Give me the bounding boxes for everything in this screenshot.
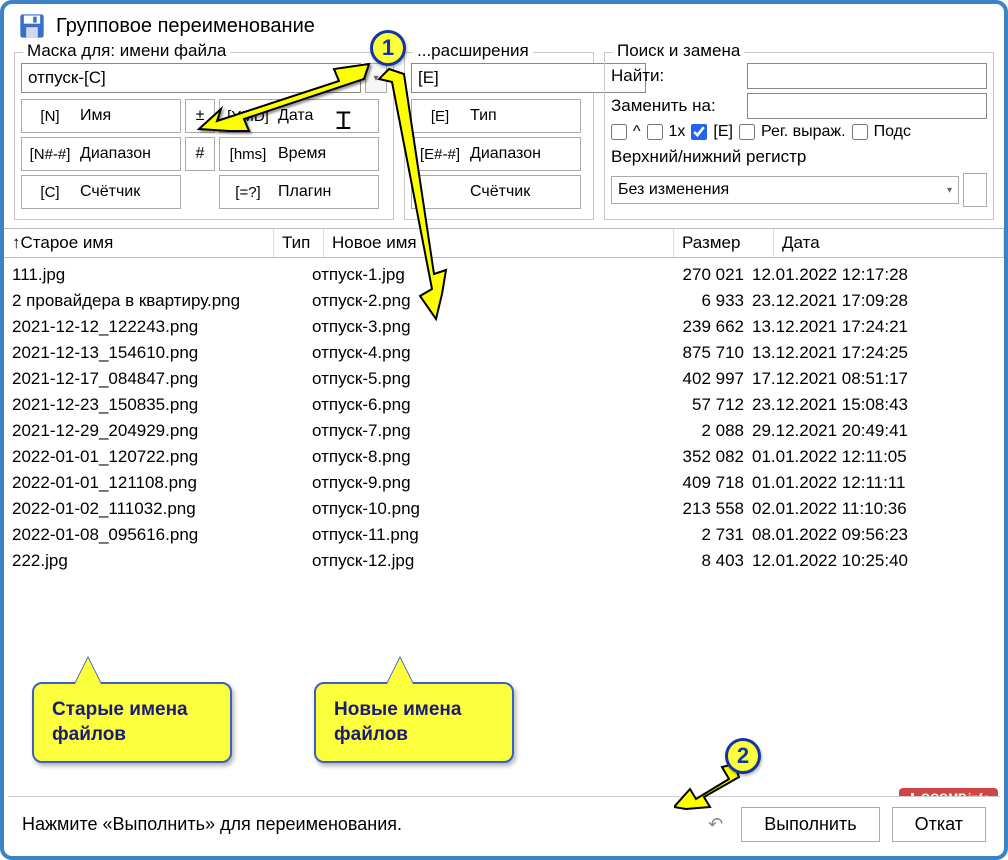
search-legend: Поиск и замена	[613, 41, 744, 61]
table-row[interactable]: 2021-12-13_154610.pngотпуск-4.png875 710…	[4, 340, 1004, 366]
table-row[interactable]: 222.jpgотпуск-12.jpg8 40312.01.2022 10:2…	[4, 548, 1004, 574]
col-type[interactable]: Тип	[274, 229, 324, 257]
chk-regex[interactable]	[739, 124, 755, 140]
file-table-header: ↑Старое имя Тип Новое имя Размер Дата	[4, 228, 1004, 258]
table-row[interactable]: 2022-01-08_095616.pngотпуск-11.png2 7310…	[4, 522, 1004, 548]
table-row[interactable]: 2 провайдера в квартиру.pngотпуск-2.png6…	[4, 288, 1004, 314]
btn-hash[interactable]: #	[185, 137, 215, 171]
callout-old-names: Старые имена файлов	[32, 682, 232, 763]
file-table-body: 111.jpgотпуск-1.jpg270 02112.01.2022 12:…	[4, 258, 1004, 578]
col-size[interactable]: Размер	[674, 229, 774, 257]
find-label: Найти:	[611, 66, 741, 86]
replace-label: Заменить на:	[611, 96, 741, 116]
replace-input[interactable]	[747, 93, 987, 119]
chk-caret[interactable]	[611, 124, 627, 140]
chk-1x[interactable]	[647, 124, 663, 140]
table-row[interactable]: 2021-12-23_150835.pngотпуск-6.png57 7122…	[4, 392, 1004, 418]
filename-mask-legend: Маска для: имени файла	[23, 41, 230, 61]
footer-hint: Нажмите «Выполнить» для переименования.	[22, 814, 690, 835]
window-title: Групповое переименование	[56, 15, 315, 38]
arrow-1-to-newname	[374, 64, 474, 324]
btn-n-name[interactable]: [N]Имя	[21, 99, 181, 133]
col-old-name[interactable]: ↑Старое имя	[4, 229, 274, 257]
btn-c-counter[interactable]: [C]Счётчик	[21, 175, 181, 209]
table-row[interactable]: 2021-12-29_204929.pngотпуск-7.png2 08829…	[4, 418, 1004, 444]
case-extra-btn[interactable]	[963, 173, 987, 207]
case-select[interactable]: Без изменения▾	[611, 176, 959, 204]
table-row[interactable]: 2021-12-17_084847.pngотпуск-5.png402 997…	[4, 366, 1004, 392]
rollback-button[interactable]: Откат	[892, 807, 986, 842]
col-date[interactable]: Дата	[774, 229, 1004, 257]
badge-2: 2	[725, 738, 761, 774]
table-row[interactable]: 111.jpgотпуск-1.jpg270 02112.01.2022 12:…	[4, 262, 1004, 288]
chk-e[interactable]	[691, 124, 707, 140]
chk-sub[interactable]	[852, 124, 868, 140]
table-row[interactable]: 2022-01-01_120722.pngотпуск-8.png352 082…	[4, 444, 1004, 470]
btn-n-range[interactable]: [N#-#]Диапазон	[21, 137, 181, 171]
case-label: Верхний/нижний регистр	[611, 147, 987, 167]
table-row[interactable]: 2022-01-02_111032.pngотпуск-10.png213 55…	[4, 496, 1004, 522]
find-input[interactable]	[747, 63, 987, 89]
arrow-1-to-input	[189, 59, 379, 139]
table-row[interactable]: 2022-01-01_121108.pngотпуск-9.png409 718…	[4, 470, 1004, 496]
ext-mask-legend: ...расширения	[413, 41, 533, 61]
btn-plugin[interactable]: [=?]Плагин	[219, 175, 379, 209]
badge-1: 1	[370, 30, 406, 66]
search-replace-group: Поиск и замена Найти: Заменить на: ^ 1x …	[604, 52, 994, 220]
floppy-icon	[18, 12, 46, 40]
btn-hms-time[interactable]: [hms]Время	[219, 137, 379, 171]
callout-new-names: Новые имена файлов	[314, 682, 514, 763]
execute-button[interactable]: Выполнить	[741, 807, 879, 842]
table-row[interactable]: 2021-12-12_122243.pngотпуск-3.png239 662…	[4, 314, 1004, 340]
